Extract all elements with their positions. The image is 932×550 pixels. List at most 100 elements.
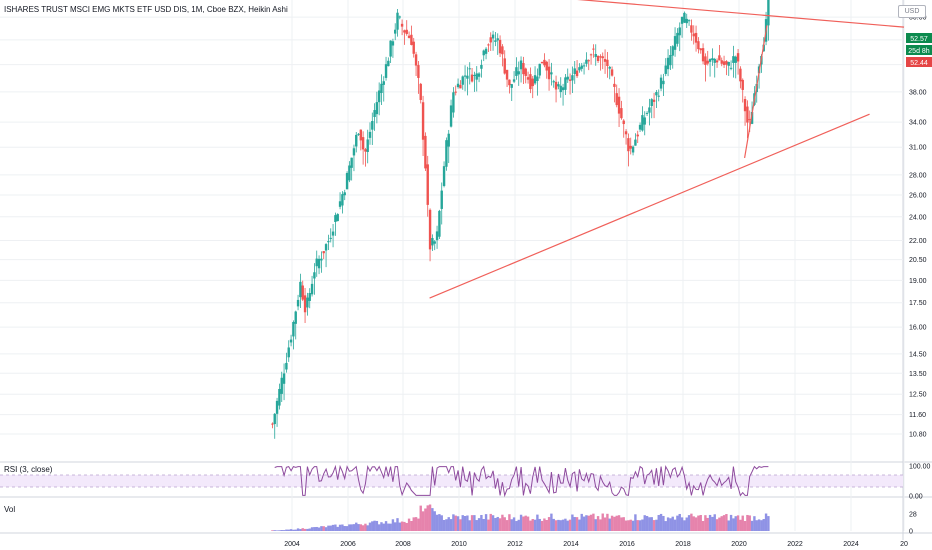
trendline-rally[interactable]: [744, 25, 768, 159]
candle-body: [454, 91, 457, 93]
volume-bar: [613, 516, 616, 531]
candle-body: [515, 67, 518, 76]
candle-body: [725, 61, 728, 65]
candle-body: [331, 231, 335, 236]
volume-bar: [289, 529, 293, 531]
candle-body: [543, 59, 546, 66]
price-tick-label: 38.00: [909, 89, 927, 96]
volume-bar: [545, 519, 548, 531]
trendline-lower[interactable]: [429, 113, 870, 299]
volume-bar: [659, 513, 663, 531]
currency-badge[interactable]: USD: [898, 5, 926, 18]
candle-body: [426, 164, 429, 205]
rsi-pane[interactable]: [0, 464, 903, 498]
candle-body: [303, 295, 307, 313]
candle-body: [554, 81, 558, 90]
candle-body: [322, 251, 325, 254]
volume-bar: [510, 519, 513, 531]
candle-body: [517, 71, 520, 75]
candle-body: [592, 48, 595, 50]
volume-bar: [285, 529, 288, 531]
trendline-upper[interactable]: [395, 0, 905, 28]
candle-body: [666, 57, 670, 70]
price-tick-label: 22.00: [909, 238, 927, 245]
price-axis[interactable]: 54.0050.0046.0042.0038.0034.0031.0028.00…: [909, 0, 931, 536]
volume-bar: [320, 526, 323, 531]
volume-bar: [431, 508, 434, 531]
candle-body: [475, 73, 478, 80]
candle-body: [722, 61, 726, 65]
volume-bar: [350, 524, 353, 531]
volume-bar: [683, 520, 686, 531]
volume-bar: [706, 517, 709, 531]
volume-bar: [477, 518, 481, 531]
candle-body: [596, 55, 600, 62]
volume-bar: [566, 520, 569, 531]
volume-bar: [410, 520, 413, 531]
volume-bar: [713, 514, 716, 531]
volume-bar: [517, 519, 520, 531]
candle-body: [482, 50, 485, 56]
volume-bar: [398, 522, 401, 531]
volume-bar: [384, 521, 388, 531]
candle-body: [371, 121, 374, 130]
candle-body: [461, 76, 464, 85]
trendlines[interactable]: [395, 0, 905, 299]
volume-bar: [732, 518, 735, 531]
volume-bar: [396, 518, 399, 531]
volume-label[interactable]: Vol: [4, 505, 16, 514]
volume-bar: [540, 520, 544, 531]
candle-body: [662, 80, 665, 85]
volume-bar: [767, 516, 770, 531]
volume-bar: [463, 516, 467, 531]
candle-body: [680, 16, 684, 24]
candle-body: [715, 60, 719, 63]
volume-bar: [292, 529, 295, 531]
volume-bar: [503, 517, 506, 531]
price-pane[interactable]: [271, 0, 770, 439]
candle-body: [396, 12, 399, 30]
volume-bar: [324, 527, 328, 531]
high-price-badge: 52.57: [910, 36, 928, 43]
volume-bar: [585, 515, 588, 531]
volume-bar: [391, 519, 395, 531]
volume-bar: [601, 513, 604, 531]
volume-bar: [720, 516, 723, 531]
time-axis[interactable]: 2004 2006 2008 2010 2012 2014 2016 2018 2020 2022…: [284, 541, 908, 548]
candle-body: [657, 95, 660, 97]
candle-body: [750, 112, 754, 124]
candle-body: [748, 119, 751, 121]
volume-bar: [610, 515, 614, 531]
candle-body: [373, 110, 376, 118]
volume-bar: [452, 514, 455, 531]
volume-bar: [489, 513, 492, 531]
volume-bar: [301, 528, 304, 531]
volume-bar: [652, 520, 656, 531]
volume-bar: [599, 519, 602, 531]
volume-bar: [750, 520, 754, 531]
candle-body: [519, 60, 523, 70]
volume-bar: [757, 519, 761, 531]
candle-body: [701, 48, 705, 62]
candle-body: [294, 311, 297, 324]
volume-bar: [641, 519, 644, 531]
volume-bar: [685, 517, 688, 531]
volume-bar: [505, 520, 509, 531]
candle-body: [743, 99, 747, 112]
rsi-label[interactable]: RSI (3, close): [4, 465, 53, 474]
volume-bar: [487, 519, 490, 531]
volume-bar: [275, 530, 279, 531]
volume-pane[interactable]: [271, 504, 770, 531]
volume-bar: [615, 515, 618, 531]
candle-body: [387, 60, 390, 67]
volume-bar: [308, 528, 311, 531]
candle-body: [431, 238, 434, 246]
candle-body: [594, 54, 597, 57]
candle-body: [338, 201, 342, 207]
volume-bar: [557, 519, 560, 531]
volume-bar: [617, 515, 621, 531]
candle-body: [435, 231, 439, 241]
volume-bar: [673, 519, 677, 531]
volume-bar: [419, 505, 422, 531]
